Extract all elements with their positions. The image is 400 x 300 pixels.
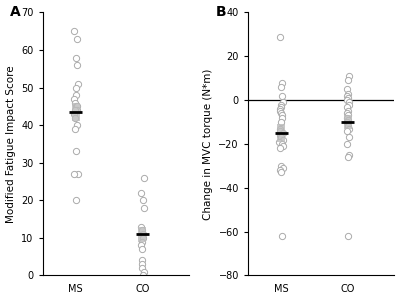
Text: B: B	[216, 4, 226, 19]
Bar	[138, 226, 146, 242]
Bar	[72, 103, 80, 122]
Bar	[277, 124, 285, 142]
Y-axis label: Change in MVC torque (N*m): Change in MVC torque (N*m)	[203, 68, 213, 220]
Text: A: A	[10, 4, 21, 19]
Bar	[344, 116, 352, 129]
Y-axis label: Modified Fatigue Impact Score: Modified Fatigue Impact Score	[6, 65, 16, 223]
